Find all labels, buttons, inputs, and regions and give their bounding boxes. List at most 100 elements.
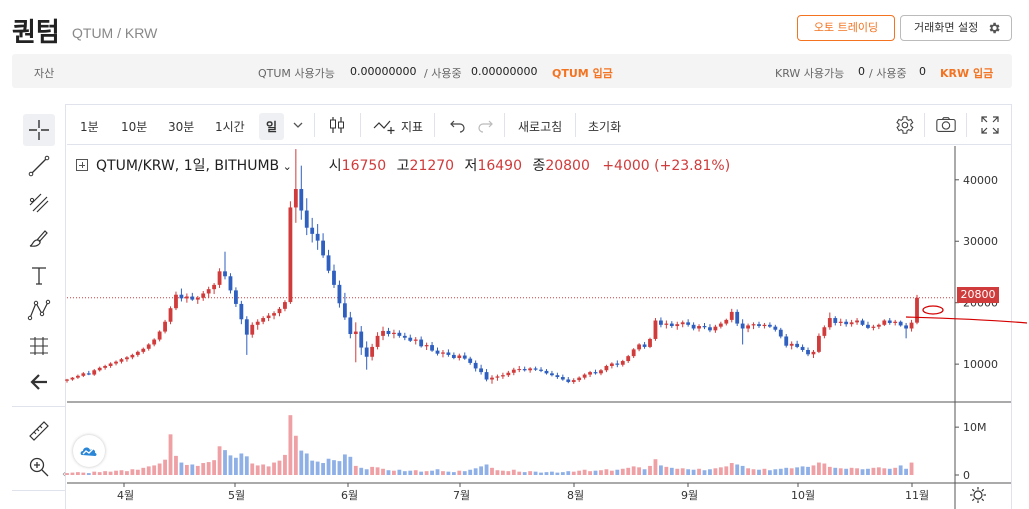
candle-body bbox=[184, 296, 189, 299]
indicator-label[interactable]: 지표 bbox=[401, 120, 424, 134]
expand-icon[interactable] bbox=[76, 159, 88, 171]
candle-body bbox=[451, 354, 456, 358]
volume-bar bbox=[381, 468, 385, 475]
volume-bar bbox=[609, 470, 614, 475]
volume-bar bbox=[86, 473, 91, 475]
reset-button[interactable]: 초기화 bbox=[588, 120, 622, 134]
volume-bar bbox=[555, 472, 560, 475]
volume-bar bbox=[593, 470, 598, 475]
collapse-panel-icon[interactable]: ‹ bbox=[62, 469, 66, 480]
indicator-icon[interactable] bbox=[372, 115, 396, 135]
volume-bar bbox=[397, 469, 402, 475]
qtum-deposit-link[interactable]: QTUM 입금 bbox=[552, 67, 613, 80]
month-tick-label: 10월 bbox=[791, 489, 815, 502]
symbol-label[interactable]: QTUM/KRW, 1일, BITHUMB bbox=[96, 158, 280, 174]
prediction-tool[interactable] bbox=[23, 330, 55, 362]
candle-body bbox=[642, 344, 647, 347]
redo-icon[interactable] bbox=[475, 115, 495, 135]
gear-icon bbox=[989, 22, 1000, 34]
symbol-chevron-icon[interactable]: ⌄ bbox=[279, 160, 292, 173]
volume-bar bbox=[168, 434, 173, 475]
volume-bar bbox=[163, 459, 167, 475]
interval-1h[interactable]: 1시간 bbox=[215, 120, 245, 134]
camera-icon[interactable] bbox=[935, 115, 957, 135]
candle-type-icon[interactable] bbox=[327, 115, 347, 135]
volume-bar bbox=[490, 467, 494, 475]
auto-trading-button[interactable]: 오토 트레이딩 bbox=[797, 15, 895, 41]
candle-body bbox=[860, 320, 865, 325]
back-tool[interactable] bbox=[23, 366, 55, 398]
volume-bar bbox=[392, 470, 396, 475]
candle-body bbox=[609, 363, 614, 366]
candle-body bbox=[244, 319, 249, 335]
qtum-available-value: 0.00000000 bbox=[350, 65, 417, 78]
candle-body bbox=[473, 362, 478, 369]
volume-bar bbox=[413, 470, 418, 475]
candle-body bbox=[686, 322, 691, 325]
interval-30m[interactable]: 30분 bbox=[168, 120, 195, 134]
candle-body bbox=[326, 255, 331, 271]
volume-bar bbox=[212, 460, 217, 475]
volume-bar bbox=[811, 465, 816, 475]
trend-line-tool[interactable] bbox=[23, 150, 55, 182]
interval-10m[interactable]: 10분 bbox=[121, 120, 148, 134]
candle-body bbox=[604, 365, 609, 371]
candle-body bbox=[495, 376, 500, 378]
zoom-tool[interactable] bbox=[23, 451, 55, 483]
volume-bar bbox=[909, 462, 914, 475]
chart-settings-icon[interactable] bbox=[893, 114, 915, 136]
volume-bar bbox=[157, 463, 162, 475]
volume-bar bbox=[871, 467, 876, 475]
fib-tool[interactable] bbox=[23, 187, 55, 219]
open-value: 16750 bbox=[341, 158, 387, 174]
tradingview-logo[interactable] bbox=[73, 435, 105, 467]
candle-body bbox=[386, 330, 391, 335]
candle-body bbox=[457, 355, 462, 358]
candle-body bbox=[876, 324, 881, 327]
krw-deposit-link[interactable]: KRW 입금 bbox=[940, 67, 994, 80]
volume-tick-label: 10M bbox=[963, 421, 987, 434]
screen-settings-button[interactable]: 거래화면 설정 bbox=[900, 15, 1012, 41]
candle-body bbox=[255, 321, 260, 325]
volume-bar bbox=[462, 471, 467, 475]
volume-bar bbox=[866, 468, 870, 475]
volume-bar bbox=[833, 467, 838, 475]
page-subtitle: QTUM / KRW bbox=[72, 25, 158, 41]
candle-body bbox=[724, 319, 729, 324]
interval-1m[interactable]: 1분 bbox=[80, 120, 99, 134]
candle-body bbox=[849, 322, 854, 325]
fullscreen-icon[interactable] bbox=[980, 115, 1000, 135]
chart-legend: QTUM/KRW, 1일, BITHUMB ⌄ 시16750 고21270 저1… bbox=[76, 155, 730, 175]
candle-body bbox=[81, 373, 86, 376]
undo-icon[interactable] bbox=[448, 115, 468, 135]
brush-tool[interactable] bbox=[23, 223, 55, 255]
volume-bar bbox=[800, 466, 805, 475]
candle-body bbox=[599, 370, 603, 374]
candle-body bbox=[637, 344, 642, 350]
candle-body bbox=[130, 354, 135, 358]
interval-1d[interactable]: 일 bbox=[259, 113, 285, 140]
volume-bar bbox=[806, 466, 810, 475]
measure-tool[interactable] bbox=[23, 415, 55, 447]
axis-settings-icon[interactable] bbox=[970, 487, 986, 503]
drawing-toolbar bbox=[12, 104, 66, 509]
candle-body bbox=[424, 345, 429, 347]
user-annotation-scribble bbox=[905, 316, 1028, 324]
candle-body bbox=[555, 375, 560, 378]
volume-bar bbox=[119, 470, 124, 475]
pattern-tool[interactable] bbox=[23, 294, 55, 326]
volume-bar bbox=[675, 468, 680, 475]
candle-body bbox=[223, 271, 227, 277]
candle-body bbox=[659, 320, 663, 325]
chevron-down-icon[interactable] bbox=[291, 115, 305, 135]
crosshair-tool[interactable] bbox=[23, 114, 55, 146]
volume-bar bbox=[560, 472, 565, 475]
crosshair-icon bbox=[29, 120, 49, 140]
candle-body bbox=[669, 323, 674, 327]
volume-bar bbox=[446, 471, 451, 475]
candle-body bbox=[212, 284, 217, 290]
volume-bar bbox=[201, 463, 206, 475]
text-tool[interactable] bbox=[23, 260, 55, 292]
refresh-button[interactable]: 새로고침 bbox=[518, 120, 563, 134]
